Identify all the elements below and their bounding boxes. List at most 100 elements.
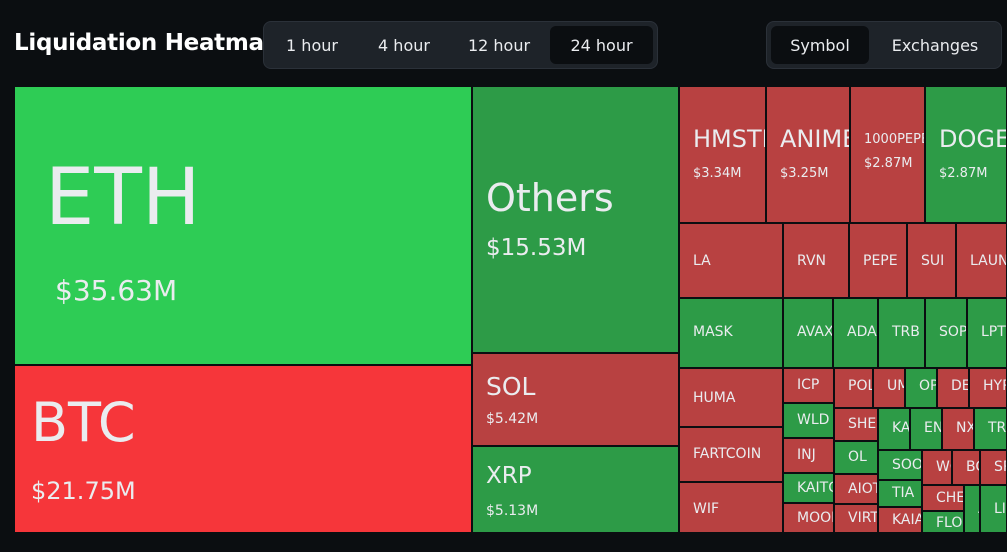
tile-link[interactable]: LINK <box>980 485 1007 533</box>
tile-symbol: DOGE <box>939 125 1007 153</box>
tile-symbol: KAS <box>892 420 910 436</box>
tile-symbol: LPT <box>981 324 1006 340</box>
tile-wld[interactable]: WLD <box>783 403 834 438</box>
tile-chess[interactable]: CHESS <box>922 485 964 511</box>
tile-eth[interactable]: ETH $35.63M <box>14 86 472 365</box>
tile-pol[interactable]: POL <box>834 368 873 408</box>
tile-anime[interactable]: ANIME $3.25M <box>766 86 850 223</box>
tile-tia[interactable]: TIA <box>878 480 922 507</box>
tile-huma[interactable]: HUMA <box>679 368 783 427</box>
tile-symbol: 1000PEPE <box>864 132 925 147</box>
tile-spx[interactable]: SPX <box>980 450 1007 485</box>
tile-kas[interactable]: KAS <box>878 408 910 450</box>
tile-trx[interactable]: TRX <box>974 408 1007 450</box>
tile-doge[interactable]: DOGE $2.87M <box>925 86 1007 223</box>
tile-symbol: BTC <box>31 391 136 454</box>
tile-value: $3.34M <box>693 166 742 181</box>
tile-symbol: TRB <box>892 324 920 340</box>
tile-value: $2.87M <box>864 156 913 171</box>
tile-kaia[interactable]: KAIA <box>878 507 922 533</box>
tile-symbol: RVN <box>797 253 827 269</box>
tile-btc[interactable]: BTC $21.75M <box>14 365 472 533</box>
tile-symbol: ALCH <box>978 502 979 516</box>
tile-symbol: HMSTR <box>693 125 765 153</box>
tile-launchcoin[interactable]: LAUNCHCOIN <box>956 223 1007 298</box>
tile-symbol: HYPE <box>983 378 1006 394</box>
time-range-12h-button[interactable]: 12 hour <box>467 35 531 55</box>
tile-sui[interactable]: SUI <box>907 223 956 298</box>
tile-hmstr[interactable]: HMSTR $3.34M <box>679 86 766 223</box>
tile-symbol: WIF <box>693 501 720 517</box>
tile-symbol: KAIA <box>892 512 922 528</box>
tile-symbol: CHESS <box>936 490 963 506</box>
tile-lpt[interactable]: LPT <box>967 298 1007 368</box>
tile-avax[interactable]: AVAX <box>783 298 833 368</box>
view-symbol-button[interactable]: Symbol <box>771 26 869 64</box>
tile-symbol: VIRTUAL <box>848 510 877 526</box>
tile-xrp[interactable]: XRP $5.13M <box>472 446 679 533</box>
tile-mask[interactable]: MASK <box>679 298 783 368</box>
tile-symbol: ENA <box>924 420 941 436</box>
tile-symbol: ICP <box>797 377 820 393</box>
tile-shell[interactable]: SHELL <box>834 408 878 441</box>
tile-symbol: TIA <box>892 485 915 501</box>
tile-symbol: WCT <box>936 459 951 475</box>
tile-op[interactable]: OP <box>905 368 937 408</box>
view-selector: Symbol Exchanges <box>766 21 1002 69</box>
tile-virtual[interactable]: VIRTUAL <box>834 504 878 533</box>
time-range-24h-button[interactable]: 24 hour <box>550 26 653 64</box>
tile-pepe[interactable]: PEPE <box>849 223 907 298</box>
tile-others[interactable]: Others $15.53M <box>472 86 679 353</box>
tile-la[interactable]: LA <box>679 223 783 298</box>
tile-symbol: LINK <box>994 501 1006 517</box>
tile-nxpc[interactable]: NXPC <box>942 408 974 450</box>
time-range-1h-button[interactable]: 1 hour <box>286 35 338 55</box>
tile-symbol: MOODENG <box>797 510 833 526</box>
tile-symbol: SOON <box>892 457 922 473</box>
tile-symbol: SPX <box>994 459 1006 475</box>
tile-value: $5.13M <box>486 503 539 519</box>
tile-symbol: ETH <box>45 153 201 243</box>
tile-symbol: AVAX <box>797 324 833 340</box>
tile-hype[interactable]: HYPE <box>969 368 1007 408</box>
tile-inj[interactable]: INJ <box>783 438 834 473</box>
tile-ol[interactable]: OL <box>834 441 878 474</box>
tile-value: $21.75M <box>31 477 136 505</box>
time-range-4h-button[interactable]: 4 hour <box>378 35 430 55</box>
tile-bome[interactable]: BOME <box>952 450 980 485</box>
tile-symbol: PEPE <box>863 253 898 269</box>
tile-symbol: BOME <box>966 459 979 475</box>
tile-value: $2.87M <box>939 166 988 181</box>
tile-trb[interactable]: TRB <box>878 298 925 368</box>
tile-icp[interactable]: ICP <box>783 368 834 403</box>
tile-symbol: LA <box>693 253 711 269</box>
tile-symbol: POL <box>848 378 873 394</box>
tile-wif[interactable]: WIF <box>679 482 783 533</box>
tile-soon[interactable]: SOON <box>878 450 922 480</box>
tile-symbol: FARTCOIN <box>693 446 762 462</box>
tile-symbol: DEXE <box>951 378 969 394</box>
tile-symbol: INJ <box>797 447 816 463</box>
tile-symbol: NXPC <box>956 420 973 436</box>
tile-alch[interactable]: ALCH <box>964 485 980 533</box>
tile-kaito[interactable]: KAITO <box>783 473 834 503</box>
tile-1000pepe[interactable]: 1000PEPE $2.87M <box>850 86 925 223</box>
tile-symbol: WLD <box>797 412 830 428</box>
tile-symbol: KAITO <box>797 480 833 496</box>
tile-symbol: SUI <box>921 253 945 269</box>
tile-aiot[interactable]: AIOT <box>834 474 878 504</box>
view-exchanges-button[interactable]: Exchanges <box>891 35 979 55</box>
tile-ena[interactable]: ENA <box>910 408 942 450</box>
tile-fartcoin[interactable]: FARTCOIN <box>679 427 783 482</box>
tile-symbol: Others <box>486 176 614 220</box>
tile-sol[interactable]: SOL $5.42M <box>472 353 679 446</box>
tile-moodeng[interactable]: MOODENG <box>783 503 834 533</box>
tile-floki[interactable]: FLOKI <box>922 511 964 533</box>
tile-dexe[interactable]: DEXE <box>937 368 969 408</box>
tile-wct[interactable]: WCT <box>922 450 952 485</box>
tile-symbol: LAUNCHCOIN <box>970 253 1006 269</box>
tile-soph[interactable]: SOPH <box>925 298 967 368</box>
tile-uma[interactable]: UMA <box>873 368 905 408</box>
tile-ada[interactable]: ADA <box>833 298 878 368</box>
tile-rvn[interactable]: RVN <box>783 223 849 298</box>
